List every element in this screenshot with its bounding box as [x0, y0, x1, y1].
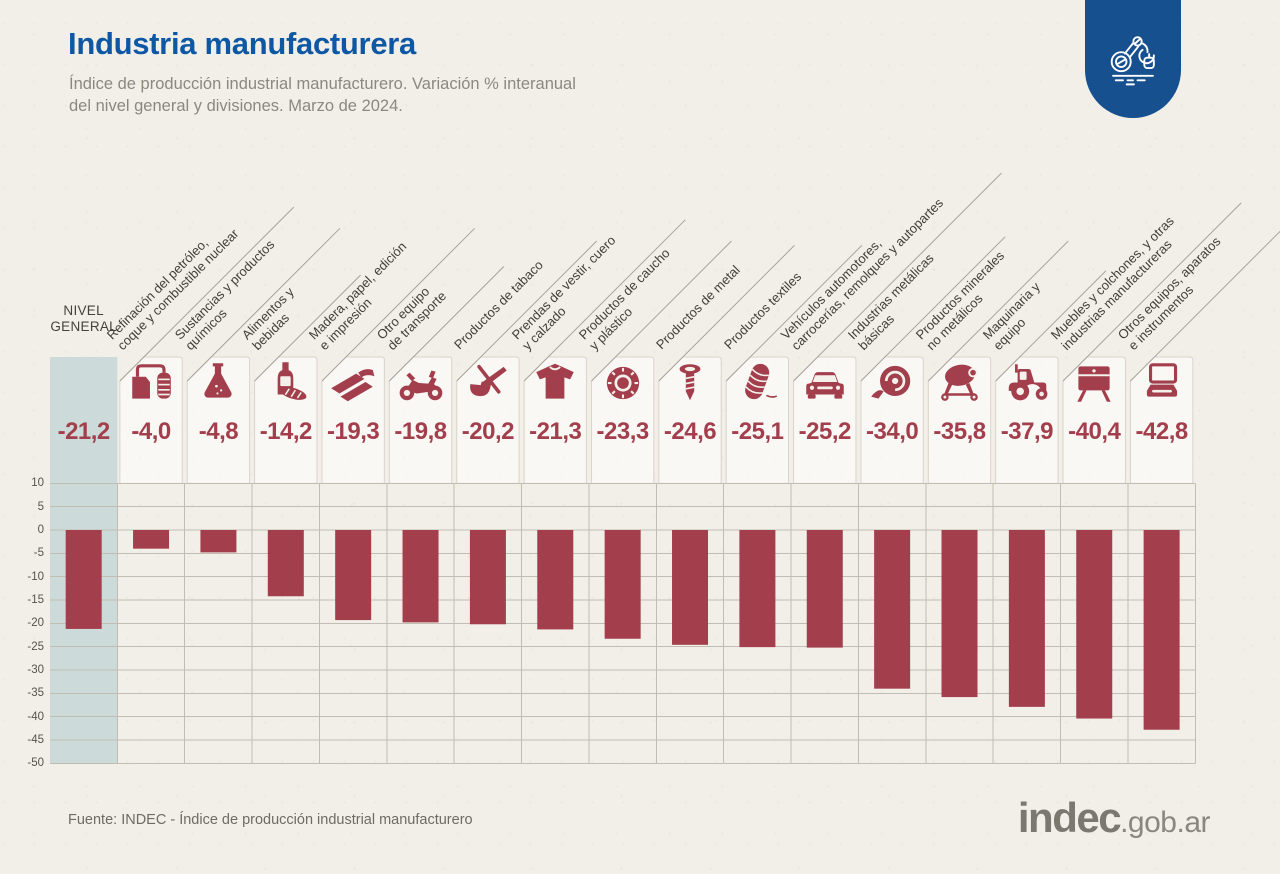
robot-arm-icon [1110, 36, 1155, 86]
indec-badge [1085, 0, 1181, 118]
bar [739, 530, 776, 648]
category-card [523, 356, 587, 484]
bar [1076, 530, 1113, 719]
category-card [590, 356, 655, 484]
category-value: -40,4 [1068, 418, 1121, 445]
page-title: Industria manufacturera [68, 26, 416, 61]
category-value: -21,2 [57, 418, 111, 445]
category-value: -4,0 [131, 418, 171, 445]
category-value: -4,8 [198, 418, 239, 445]
indec-logo-text: indec [1017, 794, 1122, 841]
food-beverage-icon [261, 358, 311, 405]
tractor-icon [1002, 358, 1052, 405]
bar [941, 530, 978, 698]
laptop-icon [1137, 358, 1187, 405]
metal-coil-icon [867, 358, 917, 405]
category-card [658, 356, 722, 484]
category-card [1129, 356, 1194, 484]
category-card [1062, 356, 1126, 484]
y-tick: 0 [37, 524, 44, 536]
source-note: Fuente: INDEC - Índice de producción ind… [68, 812, 473, 828]
clothing-icon [530, 358, 580, 405]
wood-paper-icon [328, 358, 378, 405]
bar [604, 530, 641, 639]
category-value: -25,2 [798, 418, 852, 445]
bar [537, 530, 574, 630]
y-tick: -35 [27, 687, 44, 700]
bar [469, 530, 506, 625]
cement-mixer-icon [935, 358, 985, 405]
bar [65, 530, 102, 629]
bar [1143, 530, 1180, 730]
bar [874, 530, 911, 689]
category-value: -25,1 [731, 418, 784, 445]
category-card [725, 356, 790, 484]
tire-icon [598, 358, 648, 405]
y-tick: -10 [27, 570, 44, 583]
y-tick: 10 [31, 477, 44, 490]
bar [1008, 530, 1045, 707]
category-value: -14,2 [259, 418, 313, 445]
oil-refinery-icon [126, 358, 176, 405]
category-card [254, 356, 318, 484]
category-value: -24,6 [663, 418, 717, 445]
bolt-icon [665, 358, 715, 405]
bar [133, 530, 170, 549]
column-lines [116, 483, 1196, 764]
bar [335, 530, 372, 621]
category-card [186, 356, 251, 484]
indec-logo-suffix: .gob.ar [1120, 806, 1210, 839]
y-tick: -15 [27, 594, 44, 606]
car-icon [800, 358, 850, 405]
y-tick: -45 [27, 734, 44, 746]
y-tick: -30 [27, 664, 44, 676]
bar [672, 530, 709, 645]
y-tick: -5 [33, 547, 44, 560]
page-subtitle: Índice de producción industrial manufact… [69, 74, 576, 118]
category-value: -42,8 [1135, 418, 1189, 445]
nivel-general-label: NIVEL GENERAL [50, 303, 117, 334]
y-tick: -40 [27, 710, 44, 723]
y-tick: -20 [27, 617, 44, 630]
tobacco-pipe-icon [463, 358, 513, 405]
category-value: -19,8 [394, 418, 447, 445]
subtitle-line-2: del nivel general y divisiones. Marzo de… [69, 96, 403, 115]
bar [200, 530, 237, 553]
y-tick: 5 [37, 500, 44, 513]
y-tick: -50 [27, 757, 44, 770]
subtitle-line-1: Índice de producción industrial manufact… [69, 75, 576, 93]
category-value: -35,8 [933, 418, 986, 445]
bar [402, 530, 439, 623]
category-card [927, 356, 992, 484]
motorcycle-icon [396, 358, 446, 405]
bar [267, 530, 304, 597]
category-value: -19,3 [327, 418, 380, 445]
chemical-flask-icon [193, 358, 243, 405]
label-leader-lines [119, 172, 1280, 382]
category-value: -37,9 [1000, 418, 1054, 445]
furniture-icon [1069, 358, 1119, 405]
category-value: -21,3 [529, 418, 582, 445]
bar [806, 530, 843, 648]
bars [65, 530, 1180, 730]
category-value: -34,0 [866, 418, 919, 445]
y-tick: -25 [27, 640, 44, 653]
indec-logo: indec .gob.ar [1017, 794, 1211, 842]
category-value: -23,3 [596, 418, 650, 445]
category-value: -20,2 [461, 418, 515, 445]
thread-spool-icon [732, 358, 782, 405]
